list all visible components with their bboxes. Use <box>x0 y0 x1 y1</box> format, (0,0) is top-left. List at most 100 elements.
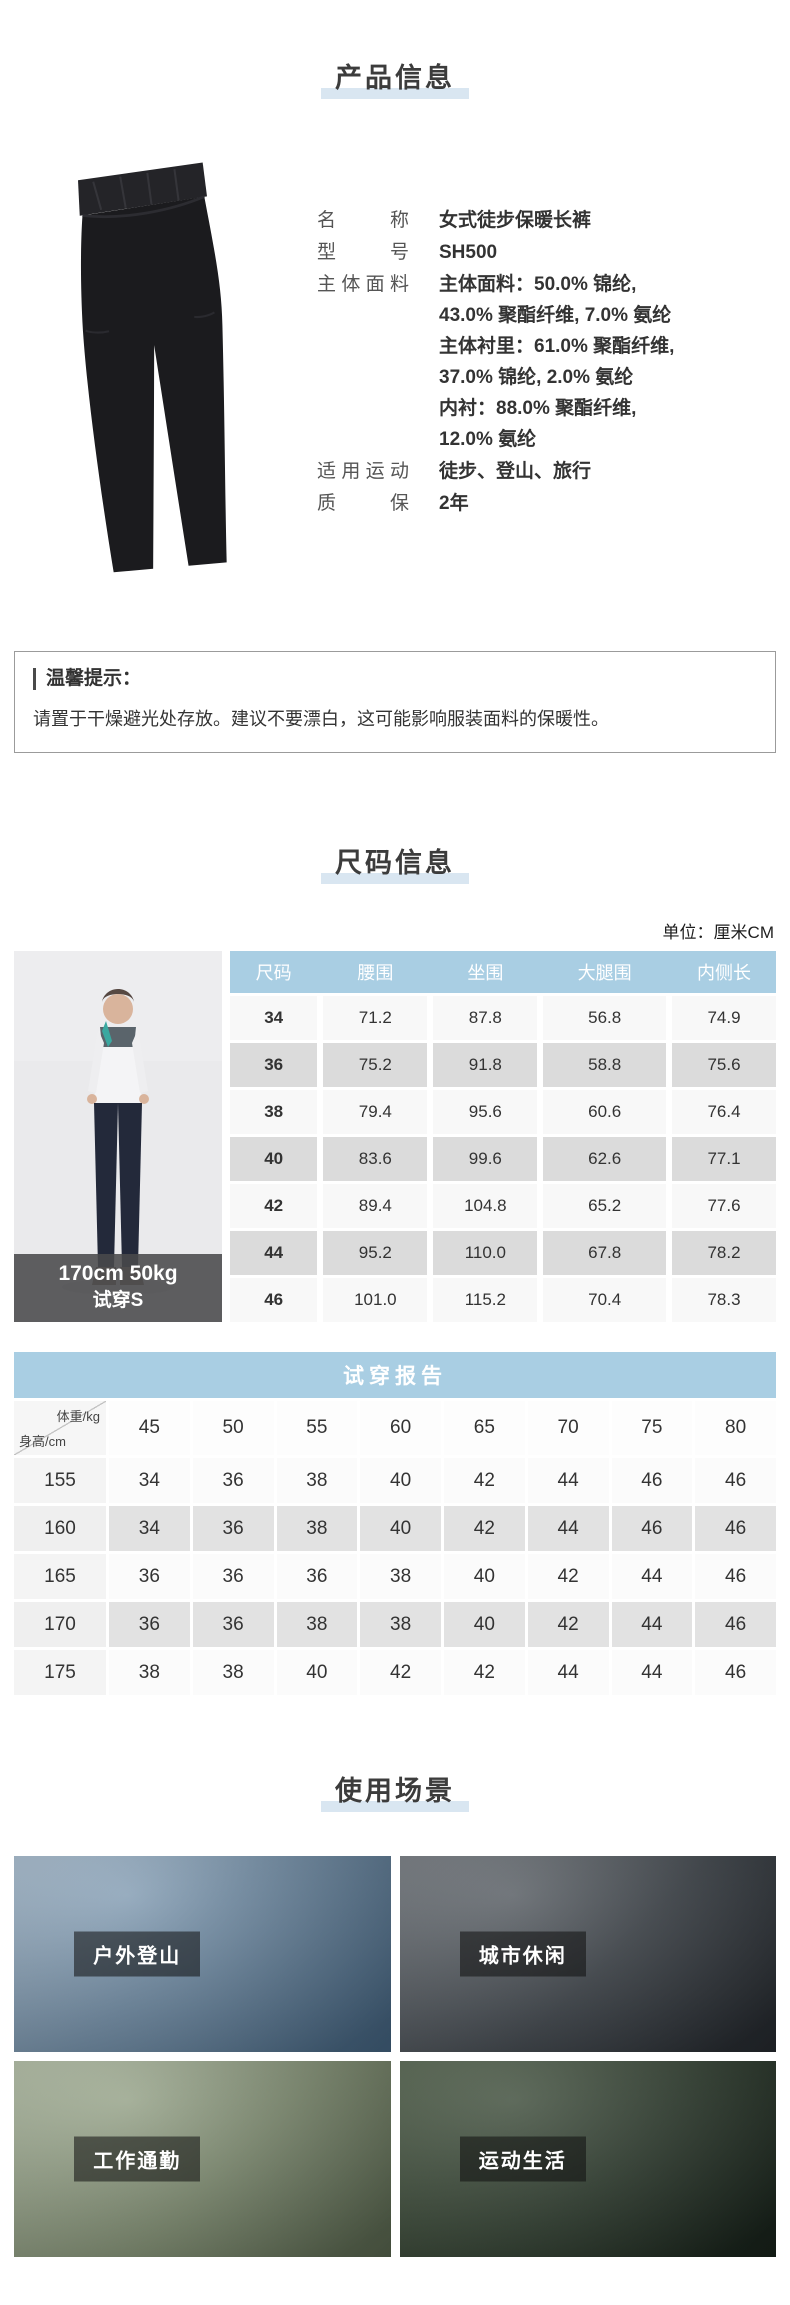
size-table-cell: 70.4 <box>543 1278 667 1322</box>
spec-value-line: 12.0% 氨纶 <box>439 429 537 450</box>
model-tried-size: 试穿S <box>92 1289 144 1311</box>
size-unit-label: 单位：厘米CM <box>662 923 774 942</box>
fit-height-cell: 155 <box>14 1458 106 1503</box>
fit-size-cell: 36 <box>192 1554 274 1599</box>
fit-weight-header-cell: 55 <box>276 1401 358 1455</box>
fit-weight-header-cell: 50 <box>192 1401 274 1455</box>
size-table-cell: 62.6 <box>543 1137 667 1181</box>
fit-corner-height-label: 身高/cm <box>19 1434 66 1449</box>
spec-value: 徒步、登山、旅行 <box>439 456 591 487</box>
usage-scene-photo: 工作通勤 <box>14 2061 391 2257</box>
size-table-cell: 78.2 <box>672 1231 777 1275</box>
usage-section-header: 使用场景 <box>0 1769 790 1812</box>
size-table-header-cell: 内侧长 <box>697 963 752 983</box>
fit-size-cell: 34 <box>109 1458 190 1503</box>
spec-value: SH500 <box>439 237 497 268</box>
size-table: 尺码 腰围 坐围 大腿围 内侧长 34 71.2 87.8 56.8 74.9 36 75.2 91.… <box>230 951 777 1322</box>
size-table-cell: 101.0 <box>323 1278 428 1322</box>
fit-report-row: 170 36 36 38 38 40 42 44 46 <box>14 1602 776 1647</box>
size-table-cell: 75.6 <box>672 1043 777 1087</box>
size-table-cell: 87.8 <box>433 996 538 1040</box>
fit-size-cell: 44 <box>527 1458 609 1503</box>
fit-size-cell: 36 <box>192 1458 274 1503</box>
spec-value: 2年 <box>439 488 469 519</box>
warm-tips-box: 温馨提示： 请置于干燥避光处存放。建议不要漂白，这可能影响服装面料的保暖性。 <box>14 651 776 753</box>
fit-size-cell: 36 <box>109 1602 190 1647</box>
bottom-spacer <box>0 2257 790 2305</box>
usage-scene-photo: 城市休闲 <box>399 1856 776 2052</box>
warm-tips-body: 请置于干燥避光处存放。建议不要漂白，这可能影响服装面料的保暖性。 <box>33 709 609 729</box>
fit-weight-header-cell: 75 <box>611 1401 693 1455</box>
fit-model-photo: 170cm 50kg 试穿S <box>14 951 222 1322</box>
size-table-cell: 58.8 <box>543 1043 667 1087</box>
spec-list: 名称 女式徒步保暖长裤型号 SH500 主体面料 主体面料：50.0% 锦纶, 43.0%… <box>301 139 774 613</box>
size-table-row: 42 89.4 104.8 65.2 77.6 <box>230 1184 777 1228</box>
size-table-header-cell: 腰围 <box>357 963 394 983</box>
spec-label: 名称 <box>317 210 409 231</box>
fit-size-cell: 44 <box>611 1650 693 1695</box>
size-table-cell: 42 <box>230 1184 318 1228</box>
size-table-header-cell: 大腿围 <box>577 963 632 983</box>
size-table-cell: 74.9 <box>672 996 777 1040</box>
fit-weight-header-cell: 80 <box>695 1401 776 1455</box>
product-info-section: 名称 女式徒步保暖长裤型号 SH500 主体面料 主体面料：50.0% 锦纶, 43.0%… <box>0 139 790 613</box>
spec-value: 女式徒步保暖长裤 <box>439 205 591 236</box>
size-table-body: 34 71.2 87.8 56.8 74.9 36 75.2 91.8 58.8 75.6 38 79… <box>230 996 777 1322</box>
usage-scene-label: 运动生活 <box>459 2136 586 2182</box>
fit-size-cell: 42 <box>360 1650 441 1695</box>
fit-size-cell: 34 <box>109 1506 190 1551</box>
size-table-cell: 95.2 <box>323 1231 428 1275</box>
fit-size-cell: 40 <box>360 1506 441 1551</box>
size-table-cell: 77.1 <box>672 1137 777 1181</box>
spec-row: 主体面料 主体面料：50.0% 锦纶, 43.0% 聚酯纤维, 7.0% 氨纶 主体衬… <box>317 269 774 455</box>
size-table-row: 38 79.4 95.6 60.6 76.4 <box>230 1090 777 1134</box>
size-table-cell: 78.3 <box>672 1278 777 1322</box>
spec-value-line: 内衬：88.0% 聚酯纤维, <box>439 398 637 419</box>
size-table-cell: 99.6 <box>433 1137 538 1181</box>
size-table-cell: 71.2 <box>323 996 428 1040</box>
fit-size-cell: 40 <box>360 1458 441 1503</box>
fit-report-grid: 体重/kg 身高/cm 45 50 55 60 65 70 75 80 155 34 36 38 40 42 4… <box>14 1401 776 1695</box>
size-table-cell: 77.6 <box>672 1184 777 1228</box>
fit-weight-header-cell: 45 <box>109 1401 190 1455</box>
fit-height-cell: 175 <box>14 1650 106 1695</box>
fit-size-cell: 40 <box>276 1650 358 1695</box>
usage-scene-label: 工作通勤 <box>74 2136 201 2182</box>
size-table-cell: 40 <box>230 1137 318 1181</box>
fit-size-cell: 42 <box>444 1650 525 1695</box>
fit-size-cell: 46 <box>695 1650 776 1695</box>
size-info-section: 170cm 50kg 试穿S 尺码 腰围 坐围 大腿围 内侧长 34 71.2 87.8 56… <box>0 951 790 1322</box>
size-table-cell: 44 <box>230 1231 318 1275</box>
spec-value-line: 徒步、登山、旅行 <box>439 461 592 482</box>
spec-value-line: 2年 <box>439 493 469 514</box>
fit-size-cell: 46 <box>611 1506 693 1551</box>
size-info-section-header: 尺码信息 <box>0 841 790 884</box>
spec-value-line: 主体衬里：61.0% 聚酯纤维, <box>439 336 675 357</box>
size-table-cell: 104.8 <box>433 1184 538 1228</box>
product-info-title: 产品信息 <box>321 56 469 99</box>
model-caption-bar: 170cm 50kg 试穿S <box>14 1254 222 1322</box>
size-table-cell: 67.8 <box>543 1231 667 1275</box>
size-table-cell: 110.0 <box>433 1231 538 1275</box>
spec-row: 质保 2年 <box>317 488 774 519</box>
spec-label: 质保 <box>317 493 409 514</box>
fit-size-cell: 36 <box>276 1554 358 1599</box>
fit-weight-header-cell: 60 <box>360 1401 441 1455</box>
spec-label: 型号 <box>317 242 409 263</box>
size-table-cell: 115.2 <box>433 1278 538 1322</box>
spec-row: 型号 SH500 <box>317 237 774 268</box>
size-table-cell: 38 <box>230 1090 318 1134</box>
fit-size-cell: 46 <box>695 1602 776 1647</box>
warm-tips-title: 温馨提示： <box>33 668 757 690</box>
size-table-cell: 65.2 <box>543 1184 667 1228</box>
fit-size-cell: 38 <box>276 1458 358 1503</box>
product-photo-pants <box>16 139 301 613</box>
size-info-title: 尺码信息 <box>321 841 469 884</box>
fit-size-cell: 38 <box>192 1650 274 1695</box>
fit-report-header-row: 体重/kg 身高/cm 45 50 55 60 65 70 75 80 <box>14 1401 776 1455</box>
size-table-cell: 34 <box>230 996 318 1040</box>
model-height-weight: 170cm 50kg <box>58 1262 178 1286</box>
size-table-cell: 79.4 <box>323 1090 428 1134</box>
fit-report-row: 175 38 38 40 42 42 44 44 46 <box>14 1650 776 1695</box>
size-table-row: 34 71.2 87.8 56.8 74.9 <box>230 996 777 1040</box>
